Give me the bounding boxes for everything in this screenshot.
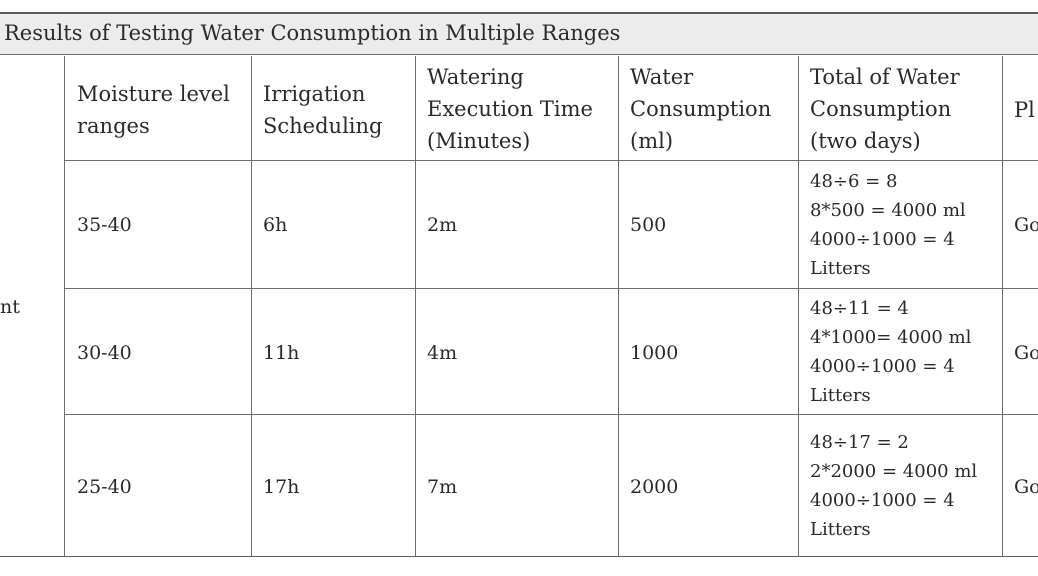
- header-line: Water: [630, 65, 694, 89]
- header-line: Execution Time: [427, 97, 593, 121]
- calc-line: Litters: [810, 519, 871, 540]
- header-water-consumption: Water Consumption (ml): [630, 61, 771, 157]
- header-line: Irrigation: [263, 82, 366, 106]
- header-line: (ml): [630, 129, 674, 153]
- cell-moisture: 30-40: [77, 342, 132, 364]
- header-line: Scheduling: [263, 114, 383, 138]
- calc-line: 4000÷1000 = 4: [810, 356, 955, 377]
- cell-schedule: 17h: [263, 476, 300, 498]
- header-line: Consumption: [630, 97, 772, 121]
- cell-time: 2m: [427, 214, 458, 236]
- header-line: (two days): [810, 129, 921, 153]
- header-moisture-level: Moisture level ranges: [77, 78, 230, 142]
- header-watering-execution-time: Watering Execution Time (Minutes): [427, 61, 593, 157]
- header-line: (Minutes): [427, 129, 531, 153]
- calc-line: Litters: [810, 258, 871, 279]
- calc-line: Litters: [810, 385, 871, 406]
- column-divider: [64, 56, 65, 556]
- cell-consumption: 2000: [630, 476, 679, 498]
- row-group-label: nt: [0, 296, 20, 318]
- cell-consumption: 500: [630, 214, 667, 236]
- table-bottom-rule: [0, 556, 1038, 557]
- cell-moisture: 25-40: [77, 476, 132, 498]
- column-divider: [1002, 56, 1003, 556]
- calc-line: 4*1000= 4000 ml: [810, 327, 972, 348]
- header-irrigation-scheduling: Irrigation Scheduling: [263, 78, 382, 142]
- row-divider: [65, 288, 1038, 289]
- header-line: Moisture level: [77, 82, 230, 106]
- calc-line: 48÷17 = 2: [810, 432, 909, 453]
- cell-moisture: 35-40: [77, 214, 132, 236]
- header-line: ranges: [77, 114, 150, 138]
- table-caption: Results of Testing Water Consumption in …: [4, 21, 621, 45]
- cell-time: 7m: [427, 476, 458, 498]
- calc-line: 4000÷1000 = 4: [810, 490, 955, 511]
- header-line: Consumption: [810, 97, 952, 121]
- calc-line: 48÷11 = 4: [810, 298, 909, 319]
- calc-line: 4000÷1000 = 4: [810, 229, 955, 250]
- cell-consumption: 1000: [630, 342, 679, 364]
- header-line: Pl: [1014, 98, 1035, 122]
- column-divider: [251, 56, 252, 556]
- cell-schedule: 6h: [263, 214, 288, 236]
- calc-line: 8*500 = 4000 ml: [810, 200, 966, 221]
- column-divider: [798, 56, 799, 556]
- table-top-rule: [0, 12, 1038, 14]
- header-plant-partial: Pl: [1014, 94, 1035, 126]
- column-divider: [415, 56, 416, 556]
- calc-line: 48÷6 = 8: [810, 171, 898, 192]
- calc-line: 2*2000 = 4000 ml: [810, 461, 978, 482]
- cell-total: 48÷17 = 2 2*2000 = 4000 ml 4000÷1000 = 4…: [810, 428, 977, 544]
- cell-schedule: 11h: [263, 342, 300, 364]
- table-caption-bar: Results of Testing Water Consumption in …: [0, 14, 1038, 55]
- cell-time: 4m: [427, 342, 458, 364]
- cell-total: 48÷6 = 8 8*500 = 4000 ml 4000÷1000 = 4 L…: [810, 167, 966, 283]
- cell-plant: Go: [1014, 214, 1038, 236]
- row-divider: [65, 414, 1038, 415]
- row-divider: [65, 160, 1038, 161]
- header-line: Watering: [427, 65, 524, 89]
- header-total-water-consumption: Total of Water Consumption (two days): [810, 61, 960, 157]
- cell-plant: Go: [1014, 476, 1038, 498]
- header-line: Total of Water: [810, 65, 960, 89]
- cell-plant: Go: [1014, 342, 1038, 364]
- cell-total: 48÷11 = 4 4*1000= 4000 ml 4000÷1000 = 4 …: [810, 294, 971, 410]
- column-divider: [618, 56, 619, 556]
